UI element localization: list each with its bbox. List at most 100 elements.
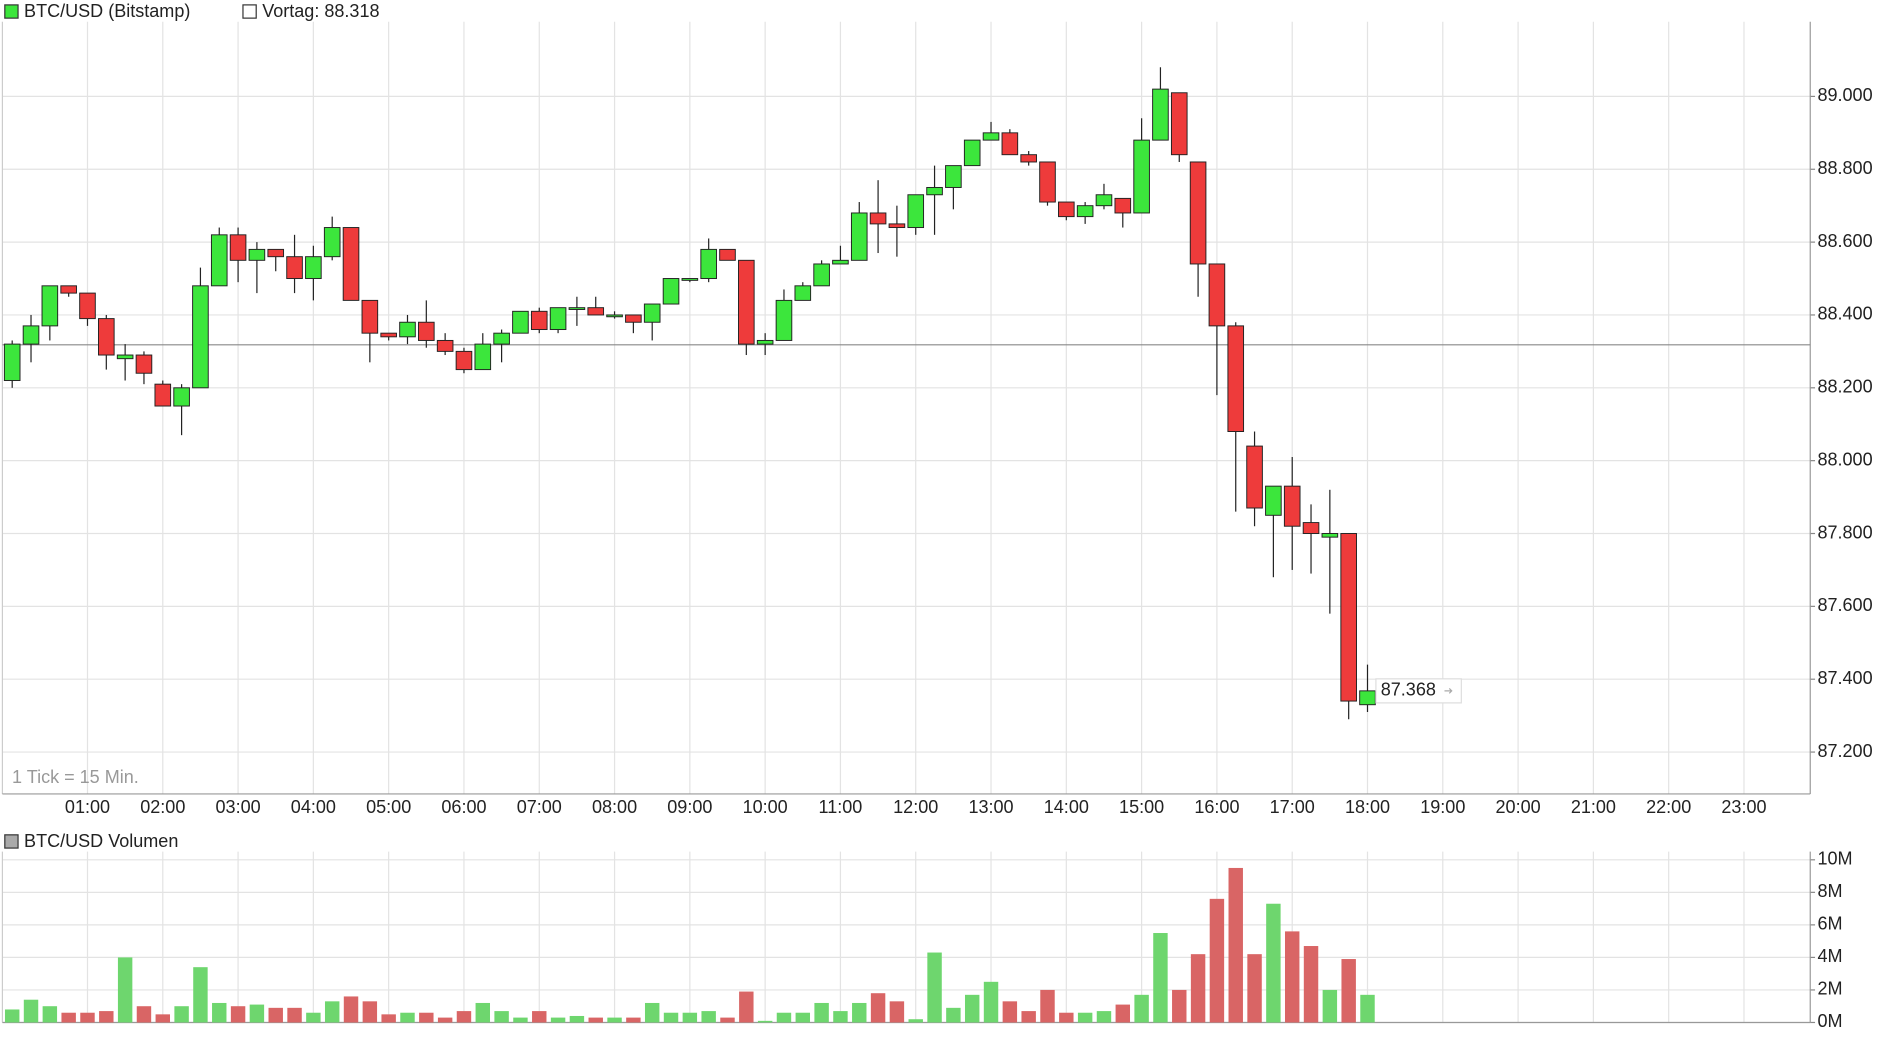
- candle-body: [154, 383, 172, 407]
- x-tick-label: 12:00: [893, 797, 938, 817]
- volume-bar: [212, 1002, 227, 1023]
- candle-body: [1340, 533, 1357, 702]
- volume-bar: [1040, 989, 1055, 1023]
- volume-bar: [833, 1011, 848, 1023]
- volume-bar: [513, 1017, 528, 1023]
- volume-bar: [550, 1017, 566, 1023]
- x-tick-label: 17:00: [1270, 797, 1315, 817]
- legend-label: BTC/USD (Bitstamp): [24, 1, 190, 21]
- candle-body: [323, 227, 341, 258]
- legend-label: BTC/USD Volumen: [24, 831, 178, 851]
- candle-body: [98, 318, 115, 356]
- volume-bar: [739, 991, 754, 1023]
- x-tick-label: 03:00: [216, 797, 261, 817]
- annotation: 1 Tick = 15 Min.: [12, 767, 139, 787]
- candle-body: [643, 303, 661, 323]
- candle-body: [850, 212, 868, 261]
- candle-body: [700, 248, 717, 280]
- candle-body: [474, 343, 492, 371]
- volume-bar: [1228, 867, 1243, 1023]
- volume-bar: [174, 1006, 189, 1023]
- volume-bar: [381, 1014, 396, 1023]
- candle-body: [342, 227, 360, 301]
- volume-bar: [889, 1001, 905, 1023]
- candle-body: [888, 223, 906, 229]
- volume-bar: [249, 1004, 265, 1023]
- candle-body: [832, 259, 849, 265]
- volume-bar: [1303, 946, 1319, 1023]
- y-tick-label: 88.600: [1817, 231, 1872, 251]
- candle-body: [436, 339, 454, 352]
- candle-body: [1208, 263, 1226, 327]
- candle-body: [361, 299, 379, 334]
- y-tick-label: 89.000: [1817, 85, 1872, 105]
- candle-body: [1189, 161, 1207, 265]
- candle-body: [756, 339, 774, 345]
- x-tick-label: 21:00: [1571, 797, 1616, 817]
- volume-bar: [776, 1012, 792, 1023]
- candle-body: [1133, 139, 1150, 214]
- volume-bar: [456, 1011, 472, 1023]
- volume-bar: [1341, 959, 1356, 1023]
- volume-bar: [475, 1002, 491, 1023]
- legend-swatch: [242, 4, 257, 19]
- volume-bar: [852, 1002, 867, 1023]
- volume-bar: [287, 1007, 302, 1023]
- candle-body: [60, 285, 77, 294]
- volume-bar: [1059, 1012, 1074, 1023]
- candle-body: [1227, 325, 1245, 432]
- candle-body: [1321, 533, 1339, 538]
- candle-body: [794, 285, 812, 301]
- volume-bar: [983, 981, 999, 1023]
- candle-body: [813, 263, 830, 287]
- candle-body: [587, 307, 605, 316]
- candle-body: [606, 314, 623, 318]
- candle-body: [963, 139, 981, 167]
- y-tick-label: 6M: [1817, 914, 1842, 934]
- candle-body: [116, 354, 134, 360]
- x-tick-label: 01:00: [65, 797, 110, 817]
- volume-bar: [908, 1019, 923, 1023]
- candle-body: [1359, 690, 1376, 706]
- candle-body: [1302, 522, 1320, 534]
- x-tick-label: 04:00: [291, 797, 336, 817]
- x-tick-label: 22:00: [1646, 797, 1691, 817]
- volume-bar: [1134, 994, 1149, 1023]
- volume-bar: [494, 1011, 509, 1023]
- candle-body: [1001, 132, 1019, 156]
- candle-body: [907, 194, 925, 229]
- volume-bar: [1153, 933, 1168, 1023]
- volume-bar: [870, 993, 886, 1023]
- volume-bar: [682, 1012, 698, 1023]
- candle-body: [738, 259, 755, 345]
- volume-bar: [400, 1012, 415, 1023]
- candle-body: [173, 387, 190, 407]
- volume-bar: [362, 1001, 378, 1023]
- volume-bar: [1266, 903, 1281, 1023]
- candle-body: [662, 278, 680, 305]
- legend-swatch: [4, 834, 19, 849]
- volume-bar: [1172, 989, 1187, 1023]
- x-tick-label: 23:00: [1721, 797, 1766, 817]
- y-tick-label: 8M: [1817, 881, 1842, 901]
- candle-body: [945, 165, 962, 188]
- volume-bar: [155, 1014, 171, 1023]
- candle-body: [1095, 194, 1113, 207]
- volume-bar: [1322, 989, 1338, 1023]
- candle-body: [549, 307, 567, 331]
- candle-body: [568, 307, 586, 310]
- y-tick-label: 4M: [1817, 946, 1842, 966]
- volume-bar: [569, 1015, 585, 1023]
- candle-body: [41, 285, 59, 327]
- volume-bar: [136, 1006, 152, 1023]
- y-tick-label: 2M: [1817, 979, 1842, 999]
- volume-bar: [1190, 954, 1206, 1023]
- volume-bar: [42, 1006, 58, 1023]
- volume-bar: [927, 952, 942, 1023]
- volume-bar: [1247, 954, 1262, 1023]
- volume-bar: [1209, 898, 1225, 1023]
- last-price-label: 87.368: [1381, 680, 1436, 700]
- volume-bar: [324, 1001, 340, 1023]
- volume-bar: [4, 1009, 20, 1023]
